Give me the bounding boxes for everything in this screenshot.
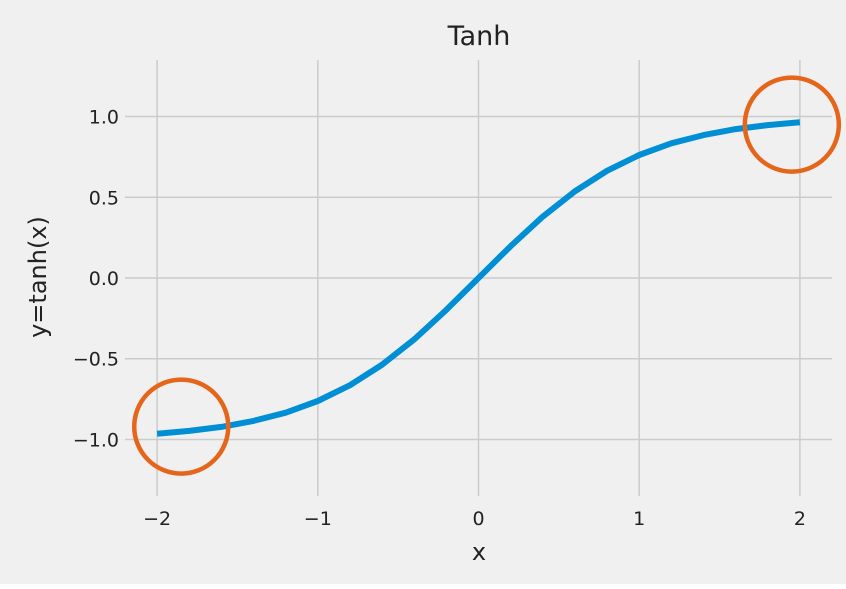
annotation-circles xyxy=(131,75,842,476)
grid-lines xyxy=(125,60,832,496)
y-tick-label: 1.0 xyxy=(89,107,119,129)
x-tick-label: 2 xyxy=(794,508,806,530)
x-tick-label: −1 xyxy=(304,508,332,530)
y-tick-label: −0.5 xyxy=(73,349,119,371)
annotation-circle xyxy=(742,75,842,174)
series-lines xyxy=(156,119,801,437)
y-axis-label: y=tanh(x) xyxy=(24,216,52,338)
x-tick-label: 1 xyxy=(633,508,645,530)
x-axis-label: x xyxy=(472,538,486,566)
y-tick-label: −1.0 xyxy=(73,429,119,451)
tick-labels: −2 −1 0 1 2 −1.0 −0.5 0.0 0.5 1.0 xyxy=(73,107,806,530)
y-tick-label: 0.0 xyxy=(89,268,119,290)
x-tick-label: 0 xyxy=(472,508,484,530)
annotation-circle xyxy=(131,377,231,476)
y-tick-label: 0.5 xyxy=(89,187,119,209)
tanh-series-line xyxy=(156,119,801,437)
x-tick-label: −2 xyxy=(143,508,171,530)
chart-title: Tanh xyxy=(447,21,511,52)
